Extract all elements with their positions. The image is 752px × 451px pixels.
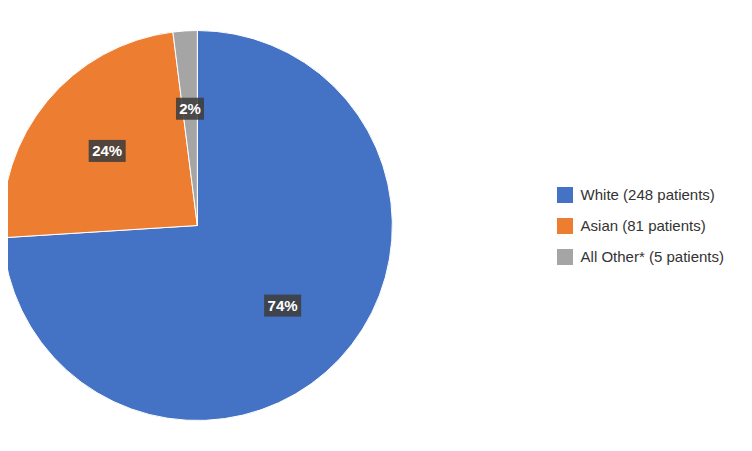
html-text:All Other* (5 patients): All Other* (5 patients) xyxy=(580,248,724,265)
svg-text:2%: 2% xyxy=(179,100,201,117)
svg-text:24%: 24% xyxy=(92,142,122,159)
svg-text:74%: 74% xyxy=(268,297,298,314)
html-text:Asian (81 patients): Asian (81 patients) xyxy=(580,217,706,234)
html-text:White (248 patients): White (248 patients) xyxy=(580,186,715,203)
